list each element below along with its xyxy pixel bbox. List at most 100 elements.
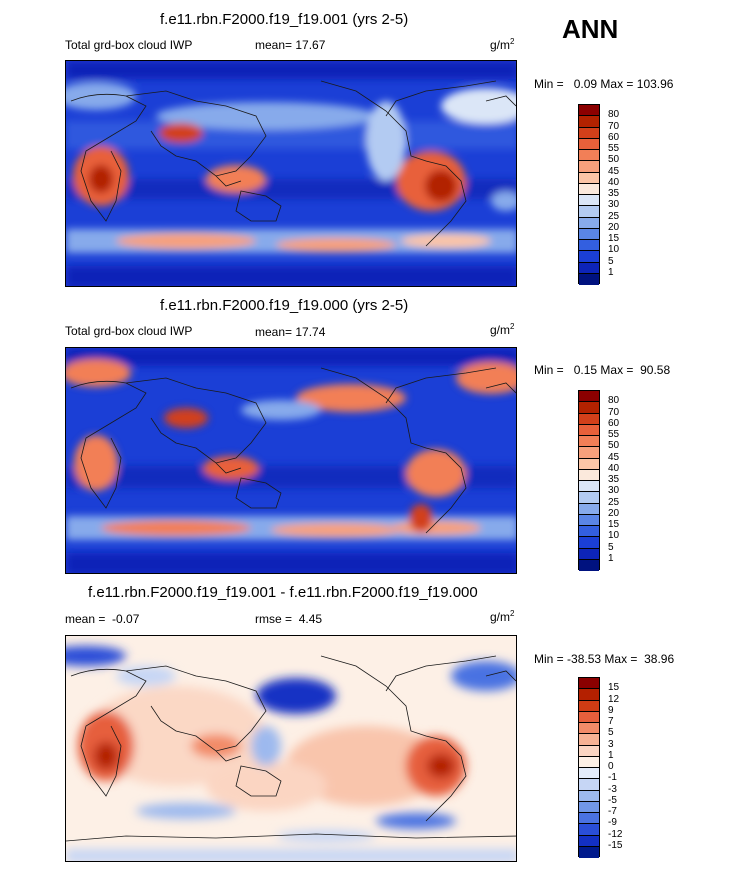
panel-1-mean-value: 17.67 xyxy=(295,38,326,52)
panel-1-title: f.e11.rbn.F2000.f19_f19.001 (yrs 2-5) xyxy=(160,11,409,28)
colorbar-tick-label: 35 xyxy=(608,188,620,199)
colorbar-tick-label: 5 xyxy=(608,255,614,267)
colorbar-tick-label: 30 xyxy=(608,485,620,497)
colorbar-tick-label: 10 xyxy=(608,244,620,256)
colorbar-swatch xyxy=(579,206,599,218)
colorbar-swatch xyxy=(579,116,599,128)
colorbar-tick-label: 0 xyxy=(608,761,614,772)
colorbar-swatch xyxy=(579,846,599,858)
panel-3-rmse-label: rmse = xyxy=(255,612,293,626)
colorbar-tick-label: 50 xyxy=(608,154,620,166)
colorbar-tick-label: -5 xyxy=(608,794,617,806)
colorbar-tick-label: 1 xyxy=(608,266,614,278)
colorbar-swatch xyxy=(579,835,599,847)
panel-1-units: g/m2 xyxy=(490,37,515,52)
panel-3-mean-label: mean = xyxy=(65,612,106,626)
panel-1-variable-label: Total grd-box cloud IWP xyxy=(65,38,193,52)
colorbar-swatch xyxy=(579,183,599,195)
colorbar-swatch xyxy=(579,801,599,813)
colorbar-swatch xyxy=(579,217,599,229)
colorbar-swatch xyxy=(579,172,599,184)
colorbar-swatch xyxy=(579,768,599,780)
colorbar-swatch xyxy=(579,447,599,459)
panel-1-coastlines xyxy=(70,80,516,247)
panel-2-map-svg xyxy=(66,348,516,573)
colorbar-swatch xyxy=(579,273,599,285)
colorbar-tick-label: 5 xyxy=(608,541,614,553)
panel-2-colorbar xyxy=(578,390,600,571)
panel-2-variable-label: Total grd-box cloud IWP xyxy=(65,324,193,338)
colorbar-tick-label: 40 xyxy=(608,176,620,188)
colorbar-swatch xyxy=(579,436,599,448)
panel-3-coastlines xyxy=(66,655,516,842)
panel-3-map xyxy=(65,635,517,862)
colorbar-swatch xyxy=(579,689,599,701)
colorbar-tick-label: 70 xyxy=(608,406,620,418)
colorbar-tick-label: 25 xyxy=(608,210,620,222)
panel-3-mean-value: -0.07 xyxy=(112,612,140,626)
colorbar-swatch xyxy=(579,745,599,757)
panel-2-colorbar-labels: 80 70 60 55 50 45 40 35 30 25 20 15 10 5 1 xyxy=(608,390,648,570)
panel-3-minmax: Min = -38.53 Max = 38.96 xyxy=(534,652,675,666)
panel-2-mean-label: mean= xyxy=(255,325,293,339)
colorbar-tick-label: 1 xyxy=(608,552,614,564)
colorbar-tick-label: -3 xyxy=(608,783,617,795)
colorbar-tick-label: -1 xyxy=(608,772,617,784)
colorbar-tick-label: 55 xyxy=(608,429,620,440)
colorbar-tick-label: 60 xyxy=(608,417,620,429)
colorbar-tick-label: 25 xyxy=(608,496,620,508)
colorbar-swatch xyxy=(579,503,599,515)
colorbar-tick-label: -15 xyxy=(608,839,623,851)
panel-2-title: f.e11.rbn.F2000.f19_f19.000 (yrs 2-5) xyxy=(160,297,409,314)
colorbar-swatch xyxy=(579,469,599,481)
colorbar-swatch xyxy=(579,262,599,274)
panel-2-units: g/m2 xyxy=(490,322,515,337)
colorbar-tick-label: 9 xyxy=(608,704,614,716)
colorbar-tick-label: 10 xyxy=(608,530,620,542)
colorbar-swatch xyxy=(579,700,599,712)
panel-1-colorbar-labels: 80 70 60 55 50 45 40 35 30 25 20 15 10 5 1 xyxy=(608,104,648,284)
colorbar-swatch xyxy=(579,413,599,425)
colorbar-tick-label: -12 xyxy=(608,828,623,840)
colorbar-tick-label: 80 xyxy=(608,109,620,121)
panel-3-rmse-value: 4.45 xyxy=(298,612,323,626)
colorbar-swatch xyxy=(579,492,599,504)
panel-2-mean-value: 17.74 xyxy=(295,325,326,339)
colorbar-tick-label: 15 xyxy=(608,682,620,694)
colorbar-tick-label: 55 xyxy=(608,143,620,154)
colorbar-swatch xyxy=(579,240,599,252)
colorbar-tick-label: 35 xyxy=(608,474,620,485)
colorbar-tick-label: 45 xyxy=(608,451,620,463)
colorbar-swatch xyxy=(579,779,599,791)
panel-1-map-svg xyxy=(66,61,516,286)
colorbar-swatch xyxy=(579,734,599,746)
colorbar-tick-label: 5 xyxy=(608,727,614,739)
colorbar-swatch xyxy=(579,251,599,263)
colorbar-swatch xyxy=(579,813,599,825)
panel-1-colorbar xyxy=(578,104,600,285)
colorbar-swatch xyxy=(579,105,599,117)
panel-1-mean-label: mean= xyxy=(255,38,293,52)
colorbar-tick-label: 7 xyxy=(608,716,614,727)
season-label: ANN xyxy=(562,14,619,44)
colorbar-swatch xyxy=(579,424,599,436)
colorbar-swatch xyxy=(579,559,599,571)
colorbar-swatch xyxy=(579,195,599,207)
colorbar-tick-label: 3 xyxy=(608,738,614,750)
colorbar-tick-label: 1 xyxy=(608,749,614,761)
colorbar-swatch xyxy=(579,161,599,173)
colorbar-tick-label: 20 xyxy=(608,507,620,519)
colorbar-tick-label: 80 xyxy=(608,395,620,407)
colorbar-swatch xyxy=(579,402,599,414)
panel-3-units: g/m2 xyxy=(490,609,515,624)
panel-3-colorbar xyxy=(578,677,600,858)
colorbar-tick-label: -7 xyxy=(608,806,617,817)
colorbar-swatch xyxy=(579,824,599,836)
colorbar-tick-label: 70 xyxy=(608,120,620,132)
panel-3-rmse: rmse = 4.45 xyxy=(255,612,322,626)
colorbar-tick-label: 40 xyxy=(608,462,620,474)
colorbar-tick-label: 30 xyxy=(608,199,620,211)
colorbar-swatch xyxy=(579,481,599,493)
panel-1-mean: mean= 17.67 xyxy=(255,38,325,52)
panel-3-colorbar-labels: 15 12 9 7 5 3 1 0 -1 -3 -5 -7 -9 -12 -15 xyxy=(608,677,648,857)
